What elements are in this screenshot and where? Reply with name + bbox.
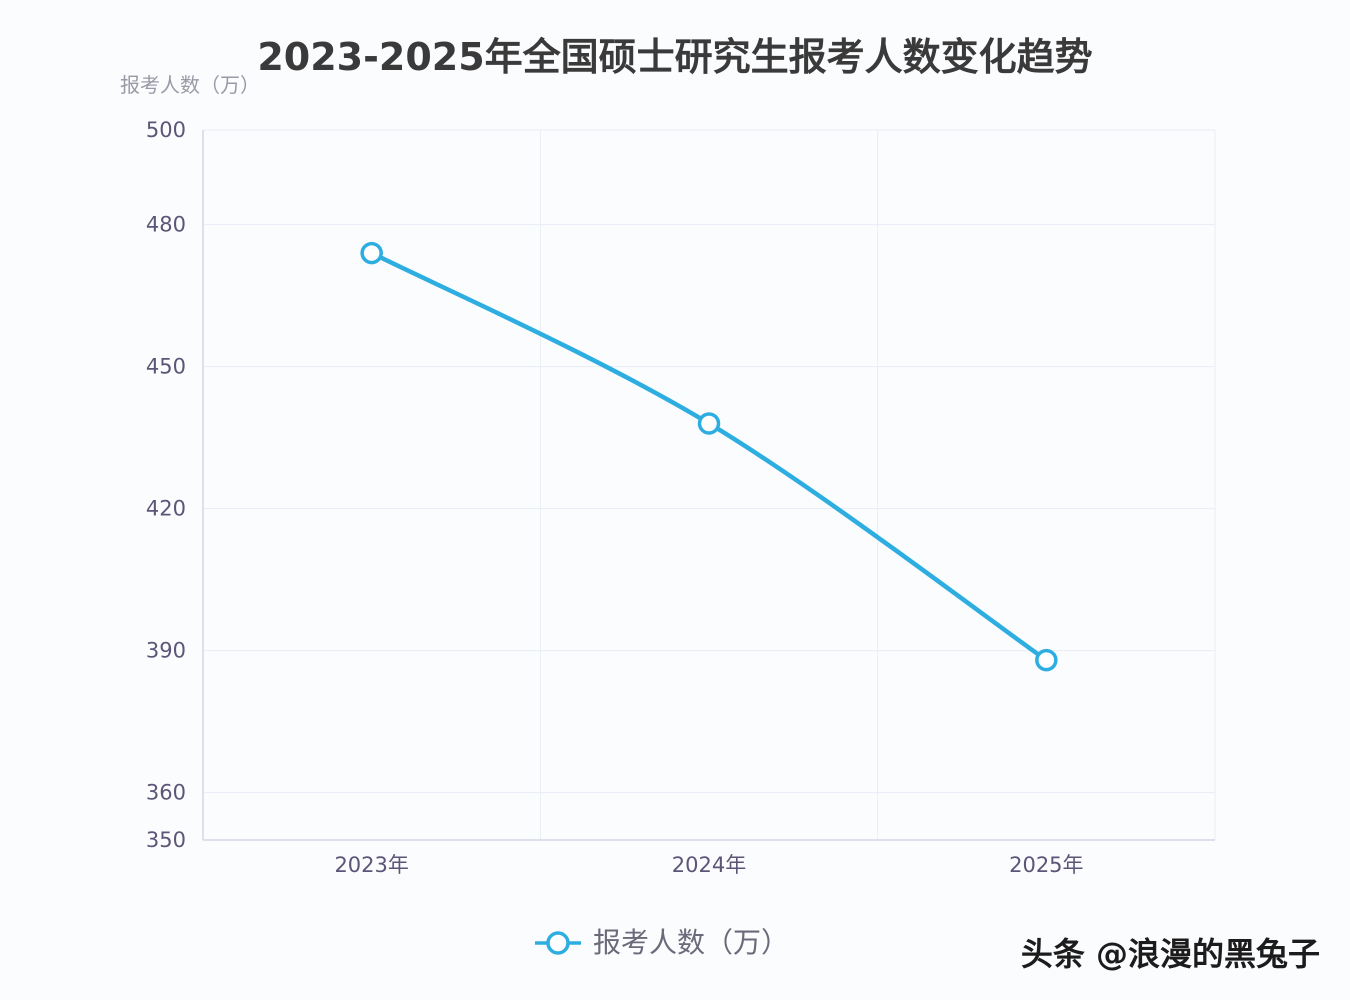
series-group [360,241,1058,672]
x-gridlines [539,130,1216,840]
legend-marker [546,931,570,955]
y-gridlines [203,129,1215,841]
y-axis-label: 报考人数（万） [120,73,260,97]
data-point-2024年[interactable] [697,412,721,435]
data-point-2025年[interactable] [1035,648,1058,672]
y-tick-label: 390 [146,639,186,663]
legend-label: 报考人数（万） [593,926,789,959]
x-tick-labels: 2023年 2024年 2025年 [334,853,1083,877]
data-point-2023年[interactable] [360,241,383,265]
y-tick-labels: 500 480 450 420 390 360 350 [146,118,186,852]
x-tick-label: 2024年 [672,853,746,877]
y-tick-label: 420 [146,497,186,521]
legend[interactable]: 报考人数（万） [535,926,789,959]
y-tick-label: 480 [146,213,186,237]
y-tick-label: 360 [146,781,186,805]
y-tick-label: 500 [146,118,186,142]
series-line [369,250,1049,663]
watermark-text: 头条 @浪漫的黑兔子 [1021,935,1320,973]
chart-title: 2023-2025年全国硕士研究生报考人数变化趋势 [257,35,1092,79]
x-tick-label: 2023年 [334,853,408,877]
y-tick-label: 450 [146,355,186,379]
y-tick-label: 350 [146,828,186,852]
x-tick-label: 2025年 [1009,853,1083,877]
